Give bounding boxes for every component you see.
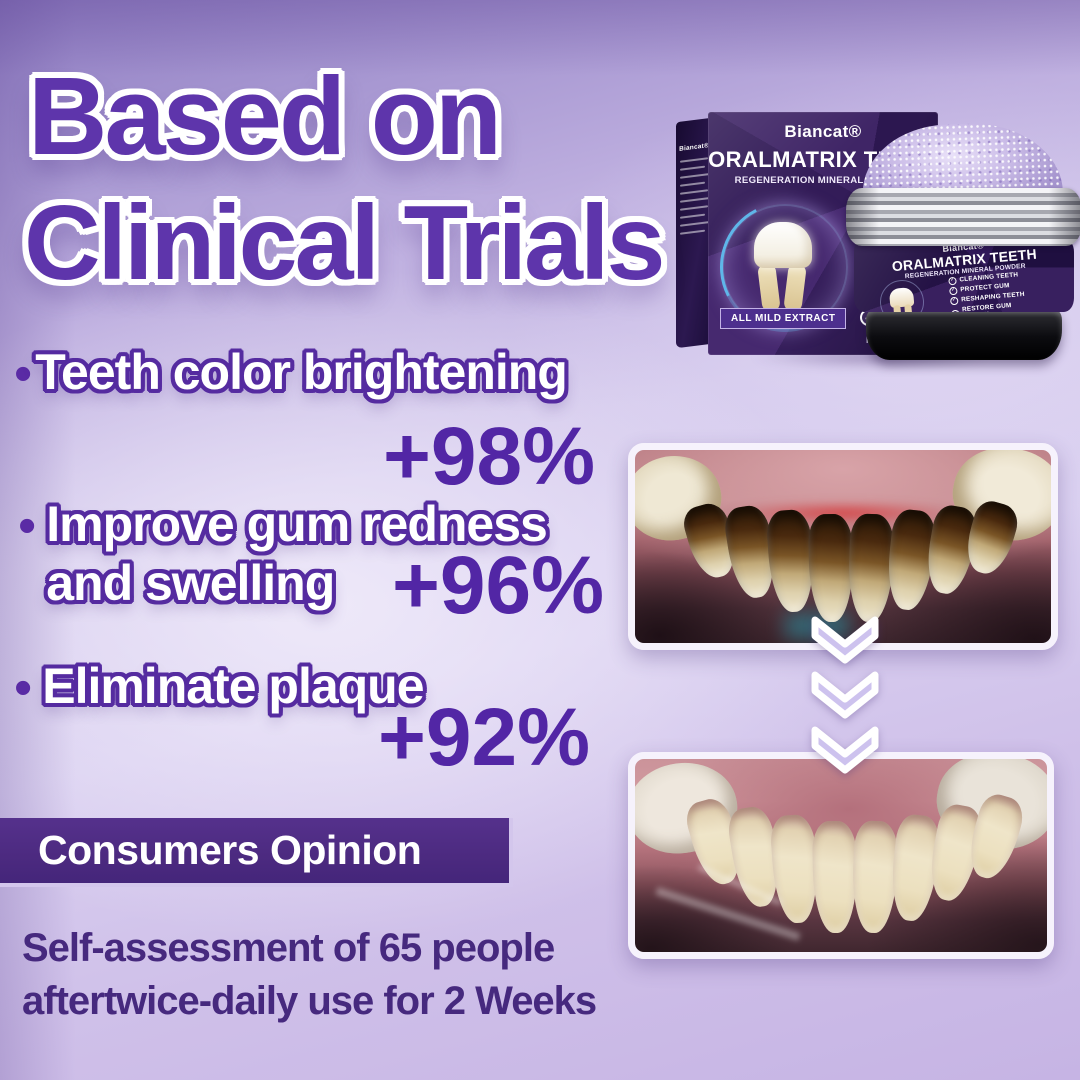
banner-title: Consumers Opinion <box>38 827 422 873</box>
tooth-root <box>783 263 807 313</box>
stat-label: Eliminate plaque <box>42 658 424 714</box>
tooth-graphic <box>752 222 818 314</box>
tooth <box>847 513 895 623</box>
stat-teeth-brightening: • Teeth color brightening <box>14 344 568 403</box>
tooth-crown <box>754 222 812 268</box>
bullet-icon: • <box>14 345 33 403</box>
stat-gum-redness: • Improve gum redness and swelling <box>18 496 548 611</box>
after-photo <box>628 752 1054 959</box>
stat-label-line2: and swelling <box>46 555 335 611</box>
tooth <box>808 513 854 623</box>
mild-extract-badge: ALL MILD EXTRACT <box>720 308 847 329</box>
tooth-graphic-small <box>878 278 926 312</box>
stat-value: +92% <box>378 692 591 783</box>
box-spine: Biancat® <box>676 117 712 349</box>
jar-black-base <box>866 308 1062 360</box>
fine-print-line <box>680 189 708 195</box>
fine-print-line <box>680 213 706 219</box>
glow-circle <box>722 204 848 330</box>
tooth-root <box>757 263 781 313</box>
check-icon: ✓ <box>951 309 960 312</box>
stat-value: +98% <box>383 411 596 502</box>
chevron-path <box>811 726 879 774</box>
stat-value: +96% <box>392 540 605 631</box>
fine-print-line <box>680 196 711 203</box>
stat-label: Teeth color brightening <box>35 344 568 400</box>
teeth-row <box>635 759 1047 952</box>
tooth <box>812 820 858 934</box>
fine-print-line <box>680 157 708 163</box>
stat-label-wrap: Improve gum redness and swelling <box>46 496 548 611</box>
tooth-root <box>893 305 902 312</box>
fine-print-lines <box>676 157 712 235</box>
fine-print-line <box>680 165 706 171</box>
bullet-icon: • <box>14 659 33 717</box>
transition-arrows <box>807 614 883 779</box>
fine-print-line <box>680 229 706 235</box>
chevron-down-icon <box>811 671 879 719</box>
jar-feature-list: ✓ CLEANING TEETH ✓ PROTECT GUM ✓ RESHAPI… <box>948 271 1029 312</box>
headline-line2: Clinical Trials <box>24 184 665 302</box>
check-icon: ✓ <box>949 296 959 306</box>
fine-print-line <box>680 220 711 227</box>
box-brand: Biancat® <box>784 122 862 141</box>
assessment-note: Self-assessment of 65 people aftertwice-… <box>22 922 597 1028</box>
box-product-subname: REGENERATION MINERAL POWDER <box>734 175 912 186</box>
fine-print-line <box>680 205 708 211</box>
tooth <box>959 497 1023 579</box>
tooth <box>851 820 899 934</box>
assessment-line2: aftertwice-daily use for 2 Weeks <box>22 978 597 1023</box>
bullet-icon: • <box>18 497 37 555</box>
chevron-down-icon <box>811 616 879 664</box>
check-icon: ✓ <box>949 286 958 296</box>
before-photo <box>628 443 1058 650</box>
stat-label: Improve gum redness <box>46 496 548 552</box>
product-jar: Biancat® ORALMATRIX TEETH REGENERATION M… <box>846 120 1080 360</box>
chevron-down-icon <box>811 726 879 774</box>
assessment-line1: Self-assessment of 65 people <box>22 926 555 970</box>
consumers-opinion-banner: Consumers Opinion <box>0 818 513 887</box>
tooth-root <box>904 304 913 312</box>
chevron-path <box>811 671 879 719</box>
box-spine-brand: Biancat® <box>679 142 709 153</box>
check-icon: ✓ <box>948 276 957 286</box>
jar-metal-rim <box>846 188 1080 246</box>
fine-print-line <box>680 172 711 179</box>
chevron-path <box>811 616 879 664</box>
jar-label: Biancat® ORALMATRIX TEETH REGENERATION M… <box>854 238 1074 312</box>
fine-print-line <box>680 181 706 187</box>
headline-line1: Based on <box>28 55 502 178</box>
stat-eliminate-plaque: • Eliminate plaque <box>14 658 425 717</box>
